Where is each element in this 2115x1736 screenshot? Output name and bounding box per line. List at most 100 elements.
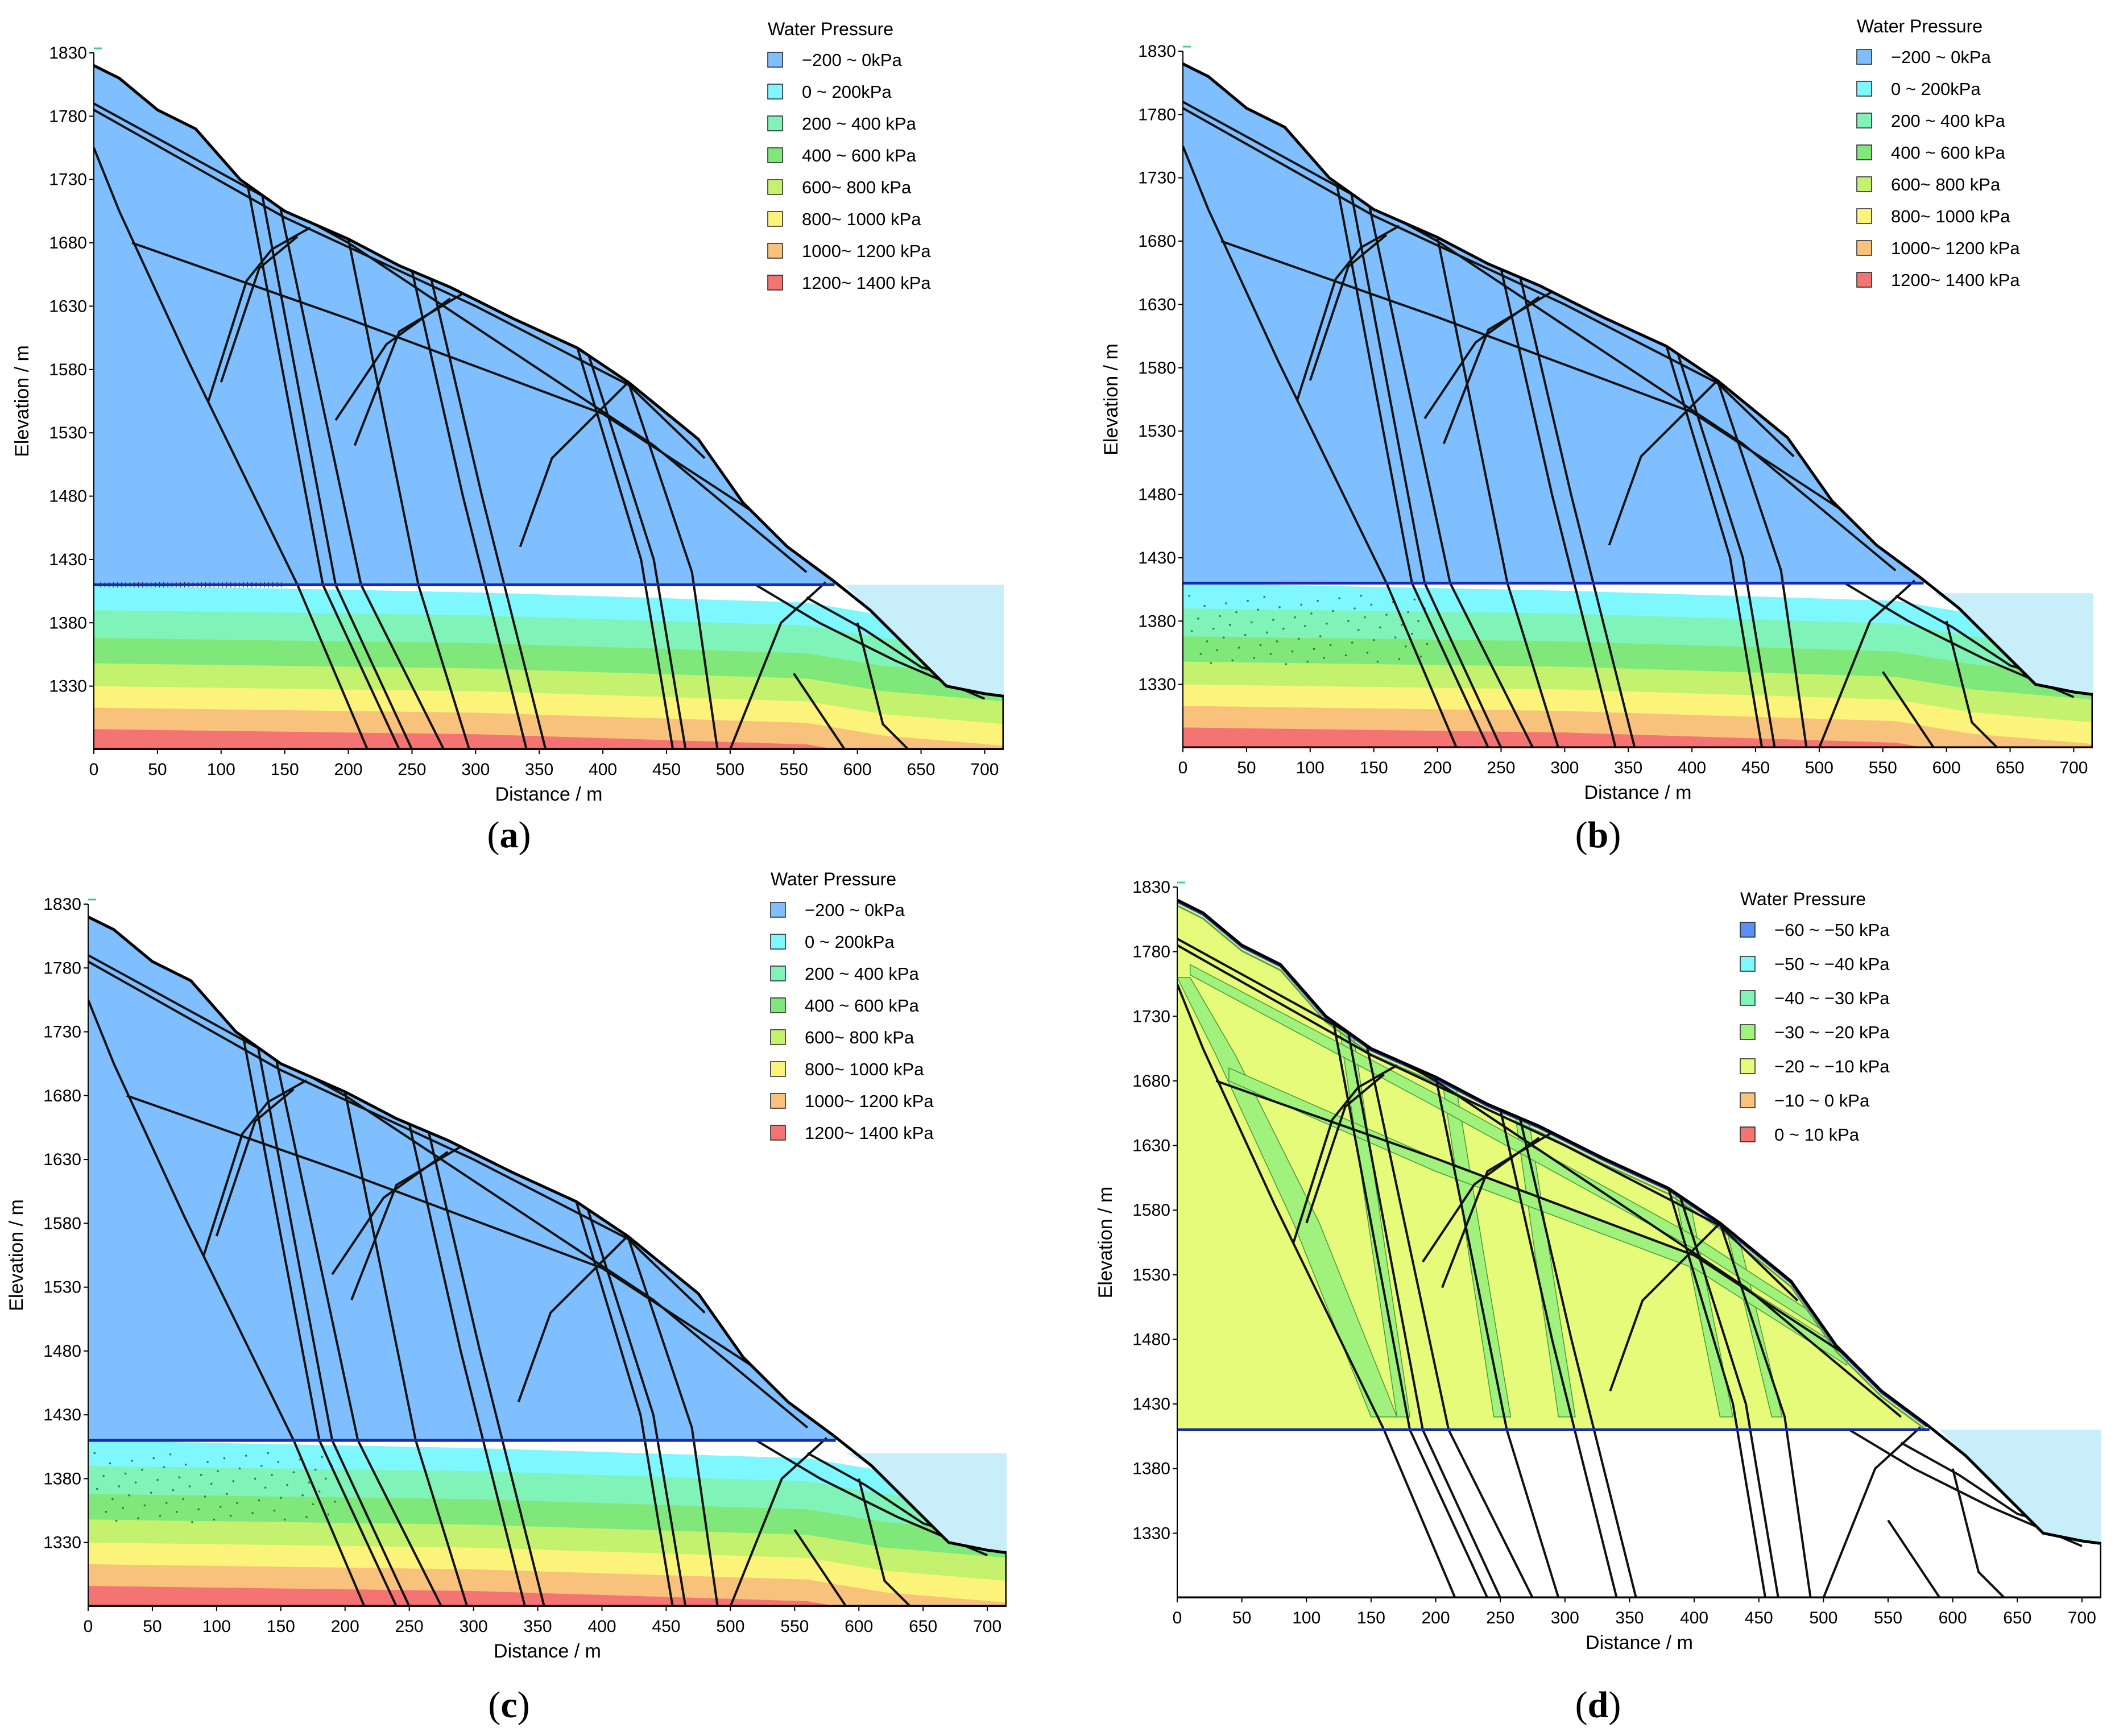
fault-line-14 <box>207 226 311 402</box>
seepage-dot <box>1297 637 1300 640</box>
caption-letter: b <box>1588 814 1609 856</box>
fault-line-20 <box>793 673 846 749</box>
seepage-dot <box>1304 625 1306 627</box>
seepage-dot <box>1351 641 1354 644</box>
plot-area <box>1183 63 2093 748</box>
seepage-dot <box>318 1490 321 1493</box>
x-tick-label: 600 <box>1932 759 1961 777</box>
seepage-dot <box>1257 608 1259 611</box>
y-tick-label: 1580 <box>43 1214 81 1233</box>
y-tick-label: 1730 <box>43 1023 81 1042</box>
fault-line-8 <box>575 1201 674 1606</box>
legend-label: 600~ 800 kPa <box>1891 175 2001 194</box>
plot-area <box>88 915 1007 1606</box>
fault-line-18 <box>519 381 630 548</box>
seepage-dot <box>1357 629 1360 631</box>
y-tick-label: 1480 <box>1132 1330 1170 1349</box>
seepage-dot <box>219 1506 222 1508</box>
fault-line-13 <box>88 954 809 1429</box>
y-tick-label: 1830 <box>43 895 81 914</box>
pressure-band-7 <box>88 1586 1007 1606</box>
legend-swatch <box>770 1061 786 1077</box>
seepage-dot <box>134 1481 137 1484</box>
x-tick-label: 350 <box>524 1617 552 1636</box>
x-tick-label: 500 <box>1809 1609 1837 1627</box>
seepage-dot <box>1366 652 1369 654</box>
x-tick-label: 150 <box>267 1617 295 1636</box>
fault-line-7 <box>1519 276 1636 748</box>
x-tick-label: 150 <box>1357 1609 1385 1627</box>
plot-area <box>1177 898 2101 1598</box>
panel-caption: (b) <box>1575 814 1621 856</box>
y-tick-label: 1680 <box>1132 1072 1170 1091</box>
x-tick-label: 450 <box>652 760 681 779</box>
seepage-dot <box>1394 636 1397 639</box>
y-tick-label: 1680 <box>1138 232 1176 251</box>
legend-swatch <box>1856 240 1872 256</box>
unsaturated-zone <box>88 917 1007 1441</box>
seepage-dot <box>271 1473 273 1476</box>
seepage-dot <box>1379 626 1381 629</box>
fault-line-22 <box>1951 1468 2005 1598</box>
caption-close: ) <box>519 814 531 856</box>
y-tick-label: 1530 <box>49 424 87 442</box>
legend: Water Pressure −200 ~ 0kPa 0 ~ 200kPa 200 ~… <box>1856 16 2020 290</box>
below-watertable <box>1177 1430 2101 1598</box>
x-tick-label: 650 <box>909 1617 937 1636</box>
y-tick-label: 1630 <box>1138 295 1176 314</box>
caption-letter: d <box>1588 1684 1609 1726</box>
seepage-dot <box>1190 630 1193 632</box>
seepage-dot <box>1251 621 1253 624</box>
legend-label: 0 ~ 10 kPa <box>1774 1125 1860 1145</box>
y-tick-label: 1380 <box>43 1469 81 1488</box>
x-tick-label: 50 <box>143 1617 162 1636</box>
caption-open: ( <box>1575 814 1588 856</box>
legend-label: 800~ 1000 kPa <box>805 1059 924 1079</box>
x-tick-label: 650 <box>2003 1609 2031 1627</box>
caption-open: ( <box>487 814 500 856</box>
legend-label: 600~ 800 kPa <box>802 177 912 197</box>
x-tick-label: 600 <box>843 760 872 779</box>
seepage-dot <box>217 1470 219 1472</box>
legend-swatch <box>767 84 783 100</box>
y-axis-title: Elevation / m <box>1100 343 1122 455</box>
x-tick-label: 150 <box>271 760 299 779</box>
legend-swatch <box>1856 81 1872 97</box>
pressure-band-7 <box>94 729 1004 749</box>
legend-label: 1200~ 1400 kPa <box>805 1123 934 1143</box>
panel-caption: (a) <box>487 814 531 856</box>
seepage-dot <box>188 1485 191 1488</box>
seepage-dot <box>1228 624 1231 626</box>
x-tick-label: 100 <box>202 1617 231 1636</box>
ground-surface <box>1177 898 2101 1546</box>
seepage-dot <box>277 1461 280 1464</box>
seepage-dot <box>254 1477 256 1480</box>
fault-group <box>88 954 988 1606</box>
seepage-dot <box>305 1516 308 1518</box>
x-tick-label: 0 <box>1173 1609 1182 1627</box>
fault-line-15 <box>215 1088 295 1237</box>
x-tick-label: 100 <box>207 760 235 779</box>
seepage-dot <box>1276 640 1278 643</box>
seepage-dot <box>141 1468 143 1471</box>
x-tick-label: 500 <box>716 760 744 779</box>
seepage-dot <box>1269 653 1272 655</box>
seepage-dot <box>156 1478 159 1481</box>
x-tick-label: 350 <box>1614 759 1642 777</box>
fault-line-6 <box>411 270 528 749</box>
seepage-dot <box>1306 660 1309 663</box>
x-axis-title: Distance / m <box>494 1640 601 1662</box>
y-tick-label: 1780 <box>43 959 81 977</box>
legend-swatch <box>1856 113 1872 129</box>
y-tick-label: 1730 <box>1138 169 1176 188</box>
x-tick-label: 150 <box>1360 759 1388 777</box>
seepage-dot <box>93 1452 96 1455</box>
seepage-dot <box>1197 618 1199 620</box>
fault-line-14 <box>1296 225 1400 400</box>
legend-label: −200 ~ 0kPa <box>805 900 905 920</box>
legend-swatch <box>770 902 786 918</box>
seepage-dot <box>1417 620 1419 623</box>
seepage-dot <box>1413 598 1416 601</box>
seepage-dot <box>143 1504 146 1507</box>
seepage-dot <box>1332 610 1334 612</box>
